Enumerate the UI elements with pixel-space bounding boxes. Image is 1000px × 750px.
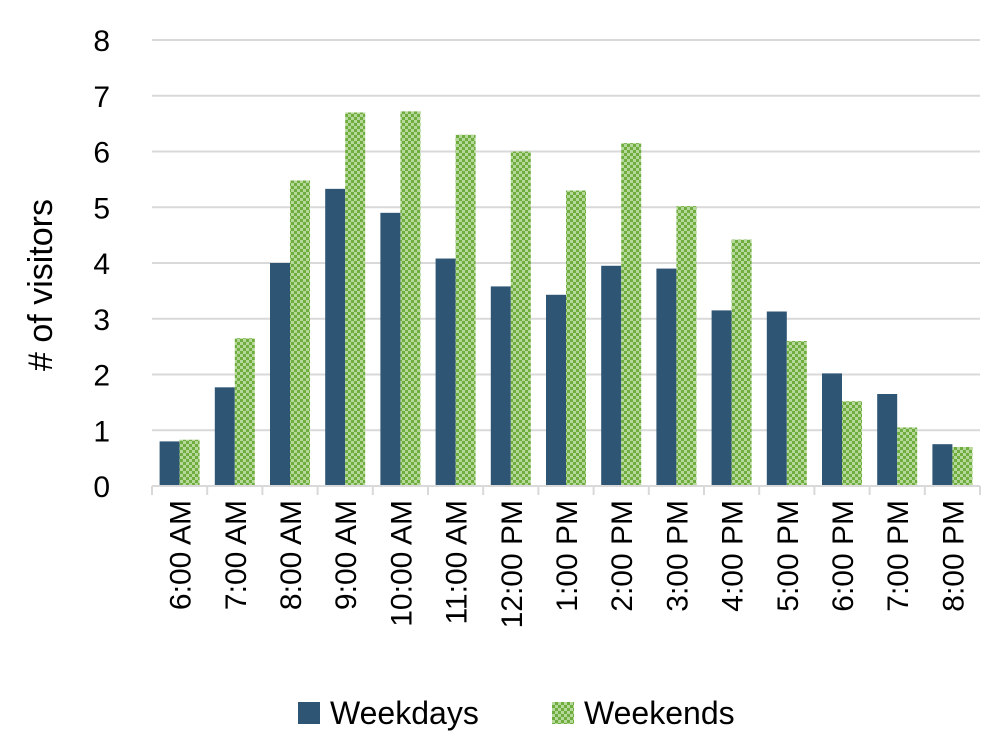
- x-tick-label: 2:00 PM: [606, 500, 639, 612]
- bar-weekdays: [822, 373, 842, 486]
- y-tick-label: 4: [93, 248, 110, 281]
- bar-weekends: [842, 401, 862, 486]
- bar-weekends: [400, 111, 421, 487]
- y-tick-label: 7: [93, 81, 110, 114]
- bar-weekends: [566, 190, 586, 486]
- y-tick-label: 0: [93, 471, 110, 504]
- bar-weekends: [179, 439, 200, 486]
- x-axis: [151, 485, 981, 495]
- bar-weekdays: [932, 444, 953, 486]
- y-tick-label: 5: [93, 192, 110, 225]
- bar-weekdays: [766, 311, 787, 486]
- y-tick-label: 2: [93, 360, 110, 393]
- x-tick-label: 12:00 PM: [496, 500, 529, 628]
- bar-weekdays: [214, 387, 235, 486]
- x-tick-label: 7:00 PM: [882, 500, 915, 612]
- x-tick-label: 1:00 PM: [551, 500, 584, 612]
- bar-weekends: [621, 143, 642, 486]
- y-tick-label: 6: [93, 137, 110, 170]
- legend-swatch-weekends: [552, 702, 574, 724]
- bar-weekdays: [711, 310, 732, 486]
- bar-weekdays: [877, 394, 898, 486]
- bar-weekdays: [325, 188, 346, 487]
- bar-weekdays: [601, 265, 622, 486]
- bar-weekends: [731, 239, 752, 486]
- bar-weekdays: [656, 268, 677, 486]
- bar-weekdays: [270, 263, 290, 486]
- bar-weekends: [897, 427, 918, 486]
- bar-weekends: [234, 338, 255, 486]
- x-tick-label: 6:00 PM: [827, 500, 860, 612]
- x-tick-label: 9:00 AM: [330, 500, 363, 610]
- bar-weekends: [676, 206, 697, 486]
- legend-label-weekends: Weekends: [584, 695, 735, 731]
- y-tick-label: 8: [93, 25, 110, 58]
- bar-weekends: [510, 151, 531, 486]
- bar-weekdays: [490, 286, 511, 486]
- x-tick-label: 8:00 AM: [275, 500, 308, 610]
- legend-swatch-weekdays: [298, 702, 320, 724]
- x-tick-label: 10:00 AM: [385, 500, 418, 627]
- x-tick-label: 5:00 PM: [772, 500, 805, 612]
- x-tick-label: 7:00 AM: [220, 500, 253, 610]
- bar-weekdays: [546, 294, 566, 486]
- x-axis-ticks: 6:00 AM 7:00 AM 8:00 AM 9:00 AM 10:00 AM 11:0…: [165, 500, 971, 628]
- bar-weekdays: [435, 258, 456, 486]
- legend-label-weekdays: Weekdays: [330, 695, 479, 731]
- bar-weekends: [952, 446, 973, 486]
- bar-weekends: [786, 341, 807, 486]
- x-tick-label: 4:00 PM: [717, 500, 750, 612]
- legend: Weekdays Weekends: [298, 695, 735, 731]
- y-axis-title: # of visitors: [22, 199, 60, 371]
- bar-weekdays: [380, 212, 401, 486]
- bars: [159, 111, 973, 487]
- y-tick-label: 3: [93, 304, 110, 337]
- bar-weekends: [455, 134, 476, 486]
- bar-weekends: [290, 180, 310, 487]
- x-tick-label: 11:00 AM: [441, 500, 474, 625]
- bar-weekdays: [159, 441, 180, 486]
- x-tick-label: 3:00 PM: [661, 500, 694, 612]
- x-tick-label: 8:00 PM: [937, 500, 970, 612]
- y-axis-ticks: 0 1 2 3 4 5 6 7 8: [93, 25, 110, 504]
- x-tick-label: 6:00 AM: [165, 500, 198, 610]
- bar-weekends: [345, 112, 366, 486]
- y-tick-label: 1: [93, 415, 110, 448]
